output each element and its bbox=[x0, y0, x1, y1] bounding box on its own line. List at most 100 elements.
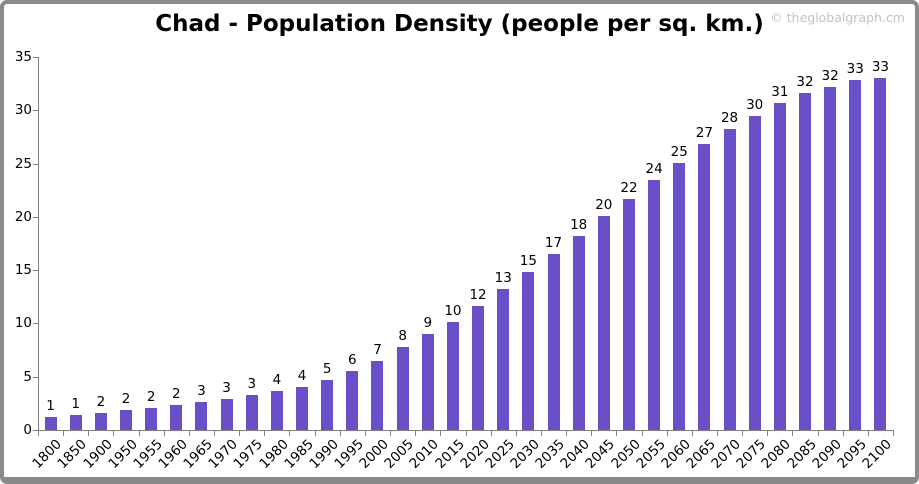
bar bbox=[69, 415, 82, 430]
x-axis-tick bbox=[88, 431, 90, 436]
y-axis-tick bbox=[33, 376, 38, 378]
x-axis-tick bbox=[767, 431, 769, 436]
bar-value-label: 15 bbox=[519, 253, 537, 270]
x-axis-tick bbox=[893, 431, 894, 436]
bar-value-label: 33 bbox=[871, 59, 890, 76]
bar-value-label: 10 bbox=[444, 303, 462, 320]
y-axis-label: 0 bbox=[23, 422, 32, 438]
x-axis-tick bbox=[289, 431, 291, 436]
bar-value-label: 2 bbox=[96, 393, 106, 410]
bar bbox=[648, 179, 661, 430]
bar bbox=[522, 272, 535, 430]
x-axis-tick bbox=[792, 431, 794, 436]
x-axis-tick bbox=[415, 431, 417, 436]
x-axis-tick bbox=[440, 431, 442, 436]
x-axis-tick bbox=[38, 431, 39, 436]
x-axis-tick bbox=[113, 431, 115, 436]
x-axis-tick bbox=[515, 431, 517, 436]
y-axis-label: 25 bbox=[14, 155, 32, 172]
bar bbox=[220, 399, 233, 430]
bar-value-label: 9 bbox=[423, 315, 433, 332]
x-axis-tick bbox=[188, 431, 190, 436]
y-axis-tick bbox=[33, 216, 38, 218]
bar-value-label: 4 bbox=[297, 368, 307, 385]
x-axis-tick bbox=[138, 431, 140, 436]
bar-value-label: 1 bbox=[71, 396, 81, 413]
bar bbox=[120, 409, 132, 430]
x-axis-tick bbox=[339, 431, 341, 436]
x-axis-tick bbox=[742, 431, 744, 436]
x-axis-tick bbox=[867, 431, 869, 436]
bar bbox=[371, 360, 384, 430]
x-axis-tick bbox=[666, 431, 668, 436]
y-axis-label: 10 bbox=[14, 315, 32, 332]
x-axis-tick bbox=[817, 431, 819, 436]
y-axis-tick bbox=[33, 110, 38, 112]
y-axis-label: 20 bbox=[14, 208, 32, 225]
bar bbox=[698, 144, 711, 430]
y-axis-tick bbox=[33, 163, 38, 165]
bar-value-label: 25 bbox=[670, 143, 688, 160]
x-axis-tick bbox=[591, 431, 593, 436]
y-axis-tick bbox=[33, 430, 38, 431]
bar-value-label: 27 bbox=[695, 125, 713, 142]
x-axis-tick bbox=[314, 431, 316, 436]
bar bbox=[572, 236, 585, 430]
x-axis-tick bbox=[540, 431, 542, 436]
bar-value-label: 33 bbox=[846, 61, 864, 78]
bar bbox=[296, 387, 309, 430]
x-axis-tick bbox=[842, 431, 844, 436]
x-axis-tick bbox=[566, 431, 568, 436]
bar-value-label: 32 bbox=[821, 67, 839, 84]
bar-value-label: 4 bbox=[272, 371, 282, 388]
bar-value-label: 20 bbox=[595, 196, 613, 213]
bar bbox=[170, 405, 183, 430]
bar-value-label: 17 bbox=[544, 235, 563, 252]
x-axis-tick bbox=[364, 431, 366, 436]
bar bbox=[94, 412, 107, 430]
bar-value-label: 18 bbox=[570, 217, 588, 234]
x-axis-tick bbox=[390, 431, 392, 436]
bar-value-label: 6 bbox=[348, 352, 357, 369]
bar-value-label: 5 bbox=[322, 360, 332, 377]
bar-value-label: 32 bbox=[796, 74, 814, 91]
bar bbox=[195, 402, 208, 430]
bar-value-label: 2 bbox=[146, 388, 156, 405]
chart-title: Chad - Population Density (people per sq… bbox=[155, 11, 764, 37]
y-axis-tick bbox=[33, 57, 38, 58]
bar bbox=[497, 289, 510, 430]
bar-value-label: 2 bbox=[121, 390, 131, 407]
bar bbox=[472, 306, 485, 430]
bar-value-label: 24 bbox=[645, 160, 663, 177]
bar-value-label: 8 bbox=[398, 327, 407, 344]
bar-value-label: 3 bbox=[247, 375, 257, 392]
bar bbox=[874, 78, 887, 430]
x-axis-tick bbox=[214, 431, 216, 436]
bar bbox=[421, 334, 434, 430]
y-axis-label: 15 bbox=[14, 262, 32, 279]
x-axis-tick bbox=[691, 431, 693, 436]
bar-value-label: 28 bbox=[720, 110, 739, 127]
bar bbox=[673, 162, 686, 430]
bar-value-label: 7 bbox=[373, 341, 382, 358]
bar bbox=[270, 390, 283, 430]
bar bbox=[44, 417, 57, 430]
plot-area: 0 5 10 15 20 25 30 35 1 1800 1 1850 2 1900 2 1950 2 1955 2… bbox=[4, 4, 915, 477]
y-axis-label: 5 bbox=[23, 368, 32, 385]
y-axis-label: 30 bbox=[14, 102, 32, 119]
x-axis-line bbox=[38, 430, 894, 431]
bar bbox=[145, 407, 158, 430]
x-axis-tick bbox=[465, 431, 467, 436]
bar-value-label: 2 bbox=[172, 386, 181, 403]
watermark-text: © theglobalgraph.cm bbox=[770, 10, 905, 25]
y-axis-label: 35 bbox=[14, 49, 32, 65]
bar bbox=[748, 115, 761, 430]
bar-value-label: 22 bbox=[620, 179, 638, 196]
x-axis-tick bbox=[716, 431, 718, 436]
bar-value-label: 31 bbox=[771, 83, 789, 100]
y-axis-tick bbox=[33, 270, 38, 272]
bar-value-label: 12 bbox=[469, 287, 487, 304]
bar bbox=[849, 80, 862, 430]
x-axis-tick bbox=[239, 431, 241, 436]
bar bbox=[446, 322, 459, 430]
